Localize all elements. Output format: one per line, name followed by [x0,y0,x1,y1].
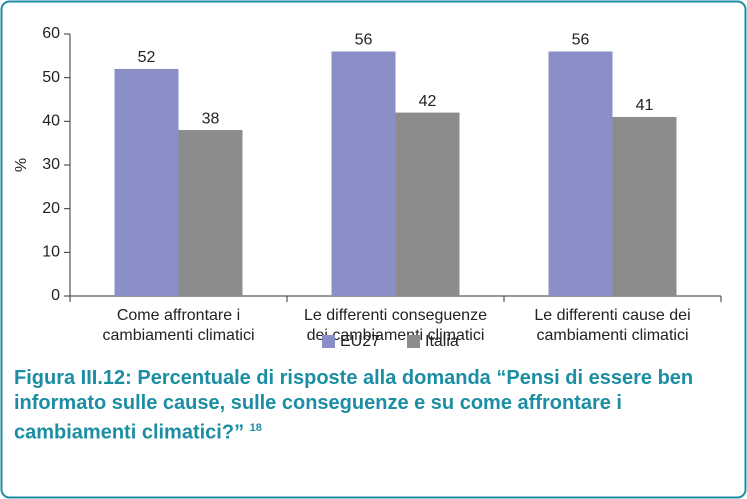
bar [178,130,243,296]
y-tick-label: 0 [51,287,60,304]
bar [331,51,396,296]
value-label: 52 [138,49,156,66]
value-label: 38 [202,110,220,127]
value-label: 56 [572,32,590,49]
value-label: 41 [636,97,654,114]
x-tick-label: Come affrontare i cambiamenti climatici [102,307,254,344]
bar [395,112,460,296]
y-tick-label: 20 [42,200,60,217]
y-tick-label: 30 [42,156,60,173]
y-axis-label: % [13,158,30,172]
legend-swatch [322,335,335,348]
legend-label: Italia [425,333,459,350]
x-tick-label: Le differenti cause dei cambiamenti clima… [534,307,690,344]
caption-text: Figura III.12: Percentuale di risposte a… [14,367,694,444]
y-tick-label: 50 [42,69,60,86]
y-tick-label: 60 [42,25,60,42]
legend-swatch [407,335,420,348]
value-label: 42 [419,93,437,110]
x-tick-label: Le differenti conseguenze dei cambiamenti… [304,307,487,344]
x-tick-label-line: dei cambiamenti climatici [307,327,485,344]
footnote: 18 [249,422,262,434]
bar [114,68,179,296]
x-tick-label-line: Le differenti cause dei [534,307,690,324]
caption: Figura III.12: Percentuale di risposte a… [14,366,730,446]
bar [612,116,677,296]
x-tick-label-line: cambiamenti climatici [536,327,688,344]
y-tick-label: 10 [42,244,60,261]
y-tick-label: 40 [42,113,60,130]
bar [548,51,613,296]
x-tick-label-line: cambiamenti climatici [102,327,254,344]
value-label: 56 [355,32,373,49]
legend-label: EU27 [340,333,380,350]
x-tick-label-line: Le differenti conseguenze [304,307,487,324]
x-tick-label-line: Come affrontare i [117,307,240,324]
